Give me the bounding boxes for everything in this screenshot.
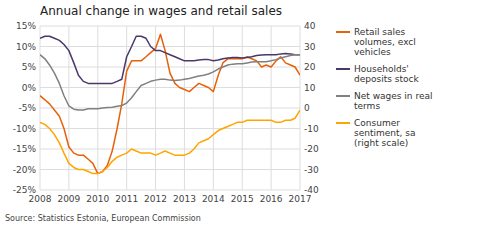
x-tick-label: 2008 [29,194,52,204]
legend-label: Consumersentiment, sa(right scale) [354,118,415,148]
legend-label: Retail salesvolumes, exclvehicles [354,27,416,57]
series-line [40,36,300,83]
grid-line [40,108,300,109]
grid-line [242,26,243,190]
y2-tick-label: -20 [304,144,319,154]
y2-tick-label: 10 [304,83,316,93]
y-tick-label: 15% [16,21,36,31]
y2-tick-label: 30 [304,42,316,52]
series-line [40,55,300,110]
y-tick-label: 5% [22,62,37,72]
legend-label-line: Consumer [354,118,400,128]
grid-line [126,26,127,190]
legend-label-line: Households' [354,64,409,74]
annotation: Source: Statistics Estonia, European Com… [5,214,201,223]
legend-label-line: Retail sales [354,27,406,37]
chart: Annual change in wages and retail sales -… [0,0,491,227]
y2-tick-label: -30 [304,165,319,175]
grid-line [40,26,41,190]
y-tick-label: 10% [16,42,36,52]
y-tick-label: -10% [13,124,37,134]
x-tick-label: 2013 [173,194,196,204]
x-tick-label: 2016 [260,194,283,204]
y2-tick-label: 0 [304,103,310,113]
x-tick-label: 2012 [144,194,167,204]
legend-swatch [336,68,350,70]
legend-swatch [336,31,350,33]
legend-label: Households'deposits stock [354,64,419,84]
y2-tick-label: 40 [304,21,316,31]
grid [40,26,300,190]
grid-line [97,26,98,190]
grid-line [40,190,300,191]
y-tick-label: 0% [22,83,37,93]
y-tick-label: -20% [13,165,37,175]
grid-line [300,26,301,190]
grid-line [213,26,214,190]
grid-line [40,26,300,27]
y-tick-label: -5% [18,103,36,113]
background [0,0,491,227]
legend-swatch [336,122,350,124]
legend-label-line: vehicles [354,47,391,57]
y2-tick-label: 20 [304,62,316,72]
x-tick-label: 2009 [57,194,80,204]
legend-label-line: deposits stock [354,74,419,84]
y-tick-label: -15% [13,144,37,154]
legend-label-line: volumes, excl [354,37,416,47]
grid-line [40,87,300,88]
grid-line [271,26,272,190]
x-tick-label: 2017 [289,194,312,204]
legend-label: Net wages in realterms [354,91,432,111]
legend-swatch [336,95,350,97]
legend-label-line: sentiment, sa [354,128,415,138]
grid-line [40,149,300,150]
x-tick-label: 2010 [86,194,109,204]
grid-line [40,128,300,129]
series-line [40,110,300,174]
legend: Retail salesvolumes, exclvehicles Househo… [336,27,432,148]
grid-line [184,26,185,190]
legend-label-line: terms [354,101,380,111]
title: Annual change in wages and retail sales [40,4,282,18]
legend-label-line: (right scale) [354,138,408,148]
plot-area [40,34,300,173]
y2-tick-label: -10 [304,124,319,134]
legend-label-line: Net wages in real [354,91,432,101]
x-tick-label: 2014 [202,194,225,204]
x-tick-label: 2011 [115,194,138,204]
series-line [40,34,300,173]
grid-line [40,46,300,47]
x-tick-label: 2015 [231,194,254,204]
